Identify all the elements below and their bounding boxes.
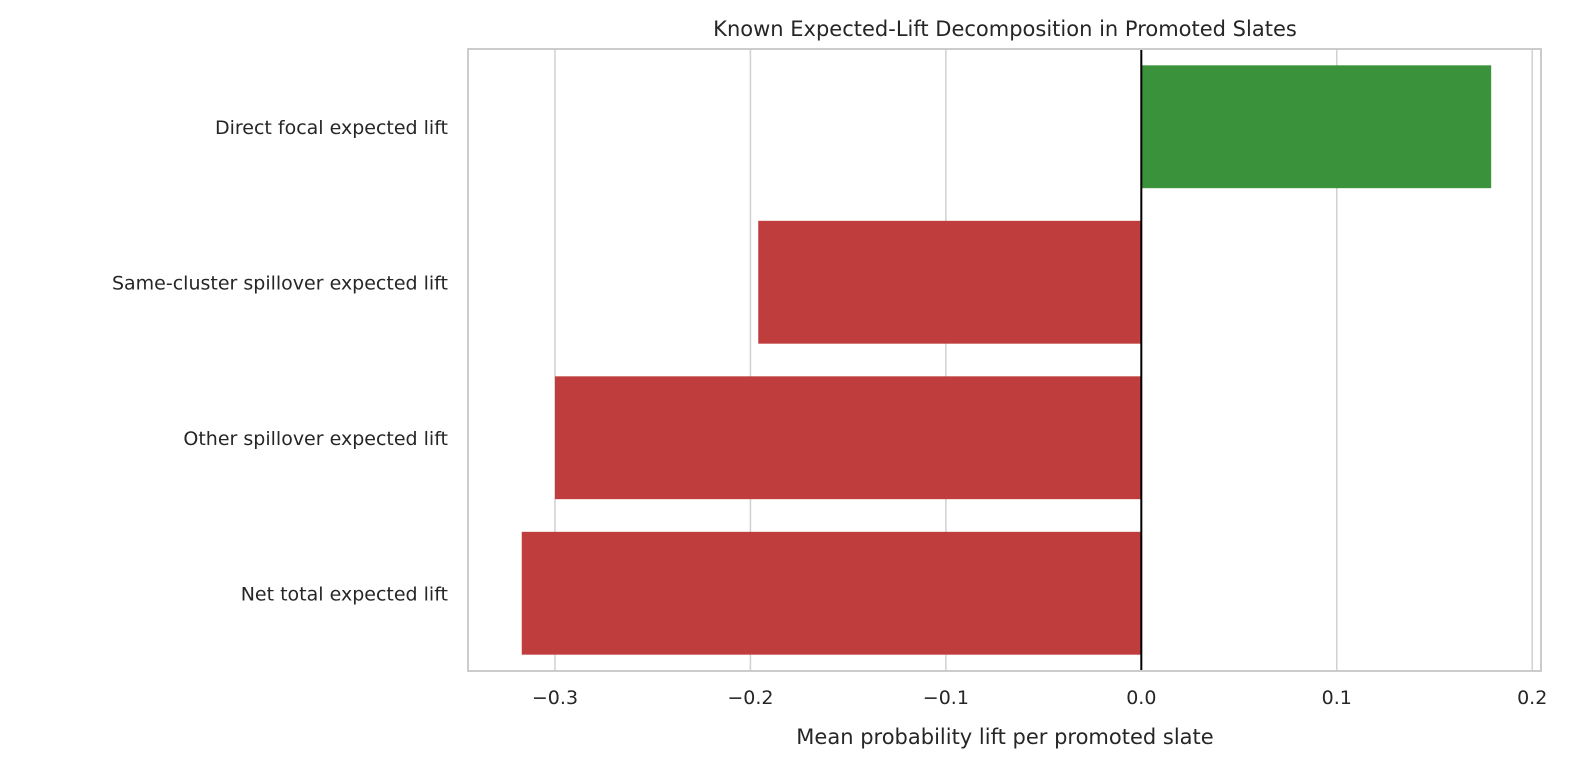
x-tick-label: −0.1 [923, 687, 969, 709]
bar-group [521, 65, 1492, 655]
x-tick-label: −0.3 [532, 687, 578, 709]
chart-title: Known Expected-Lift Decomposition in Pro… [713, 17, 1297, 41]
category-label: Direct focal expected lift [215, 117, 448, 139]
x-tick-label: 0.0 [1126, 687, 1156, 709]
category-label: Same-cluster spillover expected lift [112, 272, 448, 294]
x-tick-labels: −0.3 −0.2 −0.1 0.0 0.1 0.2 [532, 687, 1547, 709]
category-label: Net total expected lift [241, 583, 448, 605]
bar [521, 531, 1142, 655]
bar [1141, 65, 1492, 189]
bar [554, 376, 1142, 500]
x-tick-label: 0.2 [1517, 687, 1547, 709]
x-axis-label: Mean probability lift per promoted slate [796, 725, 1213, 749]
plot-frame [467, 48, 1542, 672]
category-label: Other spillover expected lift [183, 428, 448, 450]
bar [758, 220, 1142, 344]
x-tick-label: −0.2 [727, 687, 773, 709]
x-tick-label: 0.1 [1322, 687, 1352, 709]
category-labels: Direct focal expected lift Same-cluster s… [112, 117, 448, 606]
